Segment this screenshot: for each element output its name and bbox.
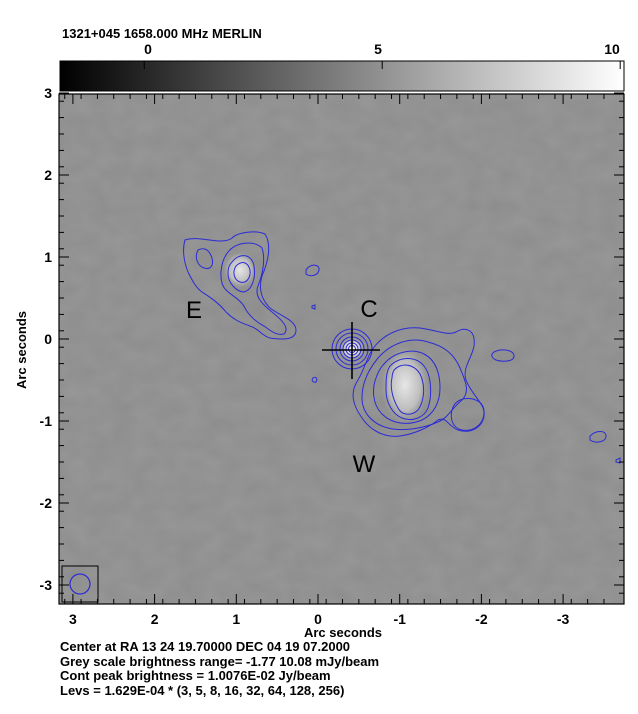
west-lobe-contour-4 bbox=[385, 358, 432, 421]
x-tick-label: 2 bbox=[151, 611, 159, 627]
east-lobe-contour-3 bbox=[220, 242, 287, 335]
y-tick-label: -3 bbox=[40, 577, 53, 593]
east-knot-contour bbox=[305, 264, 320, 277]
colorbar: 0 5 10 bbox=[59, 41, 625, 92]
colorbar-tick-label-0: 0 bbox=[144, 41, 152, 57]
x-tick-label: -2 bbox=[475, 611, 488, 627]
west-lobe-contour-6 bbox=[450, 398, 485, 431]
label-west: W bbox=[353, 451, 376, 478]
east-lobe-contour-2 bbox=[195, 248, 213, 269]
y-tick-label: -1 bbox=[40, 413, 53, 429]
y-axis-label: Arc seconds bbox=[14, 311, 29, 389]
y-tick-label: -2 bbox=[40, 495, 53, 511]
label-east: E bbox=[186, 297, 202, 324]
label-core: C bbox=[360, 296, 377, 323]
west-speck-contour bbox=[615, 457, 621, 464]
x-tick-label: 0 bbox=[314, 611, 322, 627]
x-axis-label: Arc seconds bbox=[304, 625, 382, 640]
colorbar-tick-label-5: 5 bbox=[374, 41, 382, 57]
x-tick-label: 3 bbox=[69, 611, 77, 627]
colorbar-gradient bbox=[59, 60, 625, 92]
west-lobe-contour-5 bbox=[390, 364, 425, 415]
west-knot-contour-1 bbox=[491, 349, 515, 362]
y-tick-label: 2 bbox=[44, 167, 52, 183]
footer-center: Center at RA 13 24 19.70000 DEC 04 19 07… bbox=[60, 639, 351, 654]
x-tick-label: -3 bbox=[557, 611, 570, 627]
east-speck-contour bbox=[311, 304, 316, 310]
x-tick-label: 1 bbox=[232, 611, 240, 627]
plot-area: E C W bbox=[58, 92, 625, 605]
x-tick-label: -1 bbox=[393, 611, 406, 627]
west-lobe-contour-2 bbox=[361, 339, 467, 431]
footer-levels: Levs = 1.629E-04 * (3, 5, 8, 16, 32, 64,… bbox=[60, 682, 345, 698]
west-lobe-contour-1 bbox=[352, 327, 485, 437]
y-tick-label: 0 bbox=[44, 331, 52, 347]
footer-grey-range: Grey scale brightness range= -1.77 10.08… bbox=[60, 653, 380, 669]
east-lobe-emission bbox=[222, 250, 258, 290]
y-tick-label: 1 bbox=[44, 249, 52, 265]
map-title: 1321+045 1658.000 MHz MERLIN bbox=[62, 26, 262, 41]
east-lobe-contour-4 bbox=[227, 255, 255, 293]
plot-frame bbox=[58, 93, 625, 605]
east-lobe-contour-1 bbox=[183, 231, 297, 340]
west-lobe-contour-3 bbox=[373, 350, 441, 424]
footer-info: Center at RA 13 24 19.70000 DEC 04 19 07… bbox=[60, 639, 380, 698]
beam-indicator bbox=[61, 565, 99, 603]
east-lobe-contour-5 bbox=[233, 262, 251, 283]
core-cross-marker bbox=[322, 322, 380, 379]
y-tick-label: 3 bbox=[44, 85, 52, 101]
footer-peak: Cont peak brightness = 1.0076E-02 Jy/bea… bbox=[60, 668, 331, 683]
core-speck-contour bbox=[311, 376, 318, 383]
west-knot-contour-2 bbox=[589, 431, 607, 443]
colorbar-tick-label-10: 10 bbox=[604, 41, 620, 57]
